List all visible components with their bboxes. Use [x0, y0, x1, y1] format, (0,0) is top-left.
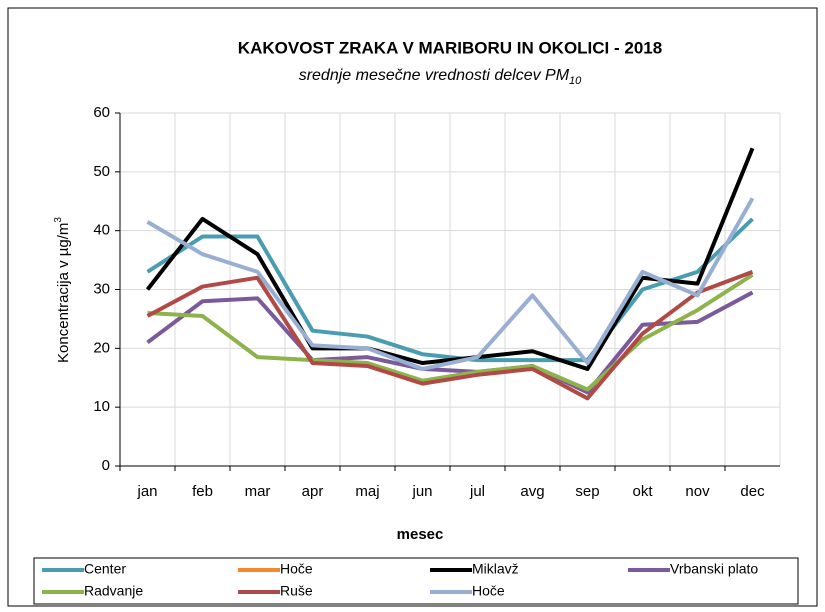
y-tick-label: 10 — [93, 398, 110, 415]
y-tick-label: 50 — [93, 163, 110, 180]
x-tick-label: jun — [411, 483, 432, 500]
legend-label: Vrbanski plato — [670, 561, 758, 577]
x-tick-label: jan — [136, 483, 157, 500]
x-tick-label: jul — [469, 483, 485, 500]
y-label-text: Koncentracija v µg/m — [55, 223, 72, 363]
subtitle-text: srednje mesečne vrednosti delcev PM — [299, 67, 570, 84]
x-tick-label: sep — [575, 483, 599, 500]
y-tick-label: 30 — [93, 280, 110, 297]
x-tick-label: nov — [685, 483, 710, 500]
chart-subtitle: srednje mesečne vrednosti delcev PM10 — [299, 67, 582, 87]
legend-label: Radvanje — [84, 583, 143, 599]
x-tick-label: okt — [632, 483, 653, 500]
legend-box — [33, 557, 799, 605]
y-tick-label: 40 — [93, 222, 110, 239]
x-axis-label: mesec — [397, 526, 444, 543]
series-line — [146, 269, 754, 401]
y-axis-label: Koncentracija v µg/m3 — [53, 217, 72, 363]
legend-label: Ruše — [280, 583, 313, 599]
legend-label: Center — [84, 561, 126, 577]
x-tick-label: dec — [740, 483, 765, 500]
x-tick-label: mar — [245, 483, 271, 500]
chart-title: KAKOVOST ZRAKA V MARIBORU IN OKOLICI - 2… — [238, 38, 662, 57]
legend-label: Hoče — [280, 561, 313, 577]
x-tick-label: feb — [192, 483, 213, 500]
y-label-superscript: 3 — [53, 217, 64, 223]
subtitle-subscript: 10 — [569, 75, 582, 87]
legend-label: Miklavž — [472, 561, 519, 577]
x-tick-label: maj — [355, 483, 379, 500]
chart-border — [7, 7, 818, 607]
y-tick-label: 20 — [93, 339, 110, 356]
y-tick-label: 0 — [102, 457, 110, 474]
x-tick-label: avg — [520, 483, 544, 500]
series-line — [147, 273, 754, 392]
legend-label: Hoče — [472, 583, 505, 599]
y-tick-label: 60 — [93, 104, 110, 121]
series-line — [146, 217, 754, 363]
series-line — [146, 197, 755, 371]
series-line — [145, 147, 755, 371]
x-tick-label: apr — [302, 483, 324, 500]
